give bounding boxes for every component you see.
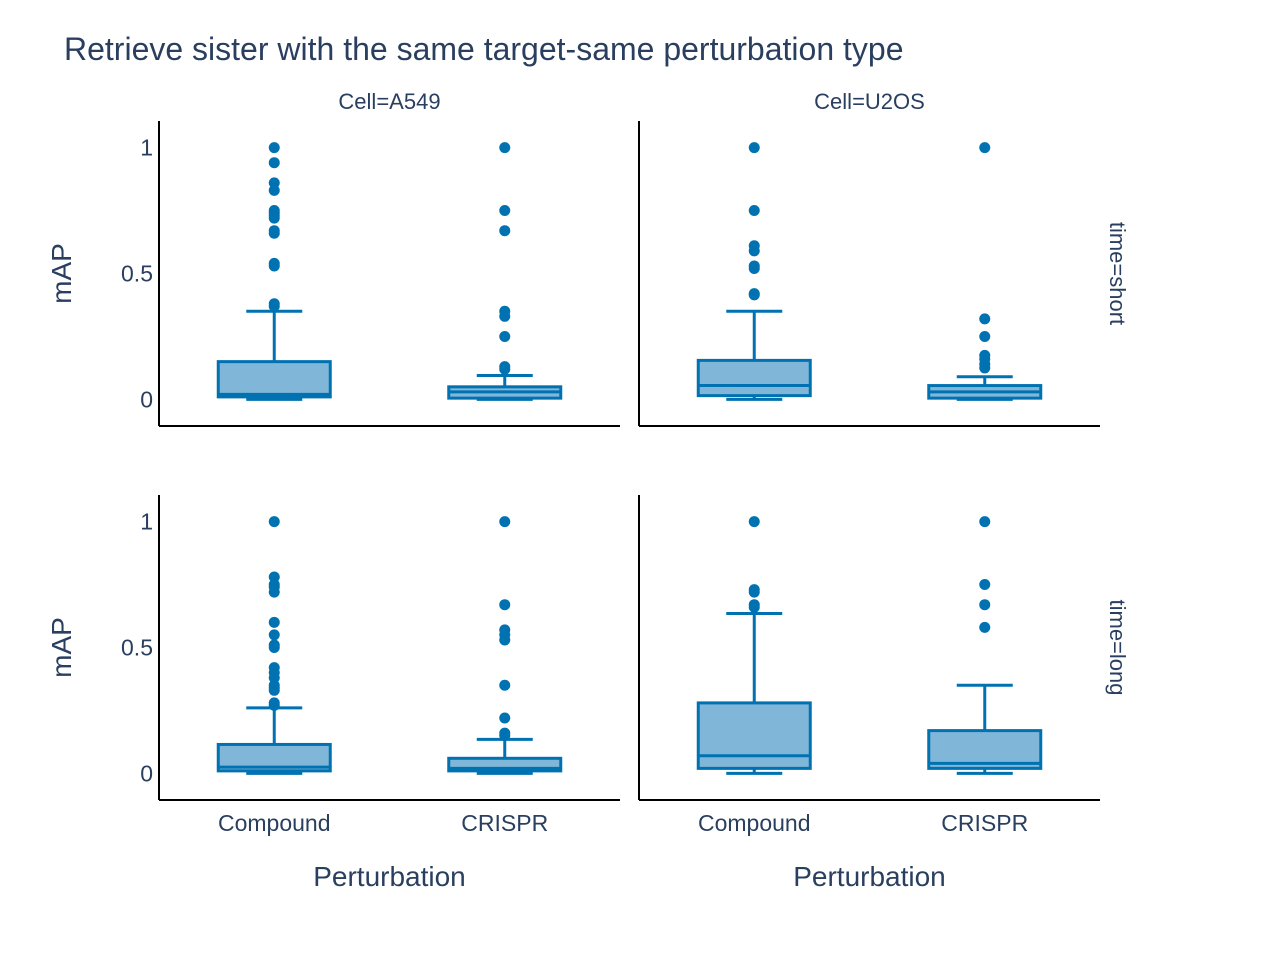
panel-u2os-long: Compound CRISPR bbox=[638, 495, 1100, 836]
x-tick-label: CRISPR bbox=[461, 810, 548, 836]
iqr-box bbox=[696, 358, 812, 398]
outlier-point bbox=[499, 142, 511, 154]
panel-a549-long: 0 0.5 1 Compound CRISPR bbox=[121, 495, 620, 836]
x-tick-label: Compound bbox=[218, 810, 331, 836]
outlier-point bbox=[268, 184, 280, 196]
outlier-point bbox=[268, 177, 280, 189]
outlier-point bbox=[268, 227, 280, 239]
x-axis-title-right: Perturbation bbox=[793, 861, 946, 892]
outlier-point bbox=[748, 601, 760, 613]
outlier-point bbox=[268, 699, 280, 711]
x-tick-label: Compound bbox=[698, 810, 811, 836]
outlier-point bbox=[979, 579, 991, 591]
outlier-point bbox=[268, 571, 280, 583]
outlier-point bbox=[979, 313, 991, 325]
outlier-point bbox=[268, 157, 280, 169]
outlier-point bbox=[499, 730, 511, 742]
x-axis-title-left: Perturbation bbox=[313, 861, 466, 892]
y-axis-title-bottom: mAP bbox=[46, 617, 77, 678]
row-facet-label-short: time=short bbox=[1105, 222, 1130, 325]
box-crispr bbox=[447, 516, 563, 775]
outlier-point bbox=[268, 672, 280, 684]
y-tick-label: 0.5 bbox=[121, 261, 153, 287]
outlier-point bbox=[979, 142, 991, 154]
outlier-point bbox=[748, 142, 760, 154]
outlier-point bbox=[499, 363, 511, 375]
outlier-point bbox=[499, 516, 511, 528]
outlier-point bbox=[979, 621, 991, 633]
outlier-point bbox=[268, 212, 280, 224]
y-tick-label: 0.5 bbox=[121, 635, 153, 661]
outlier-point bbox=[979, 516, 991, 528]
outlier-point bbox=[268, 629, 280, 641]
y-tick-label: 1 bbox=[140, 135, 153, 161]
outlier-point bbox=[499, 679, 511, 691]
y-tick-label: 0 bbox=[140, 760, 153, 786]
outlier-point bbox=[748, 586, 760, 598]
outlier-point bbox=[268, 516, 280, 528]
outlier-point bbox=[499, 634, 511, 646]
outlier-point bbox=[268, 586, 280, 598]
outlier-point bbox=[499, 225, 511, 237]
outlier-point bbox=[499, 599, 511, 611]
chart-title: Retrieve sister with the same target-sam… bbox=[64, 31, 903, 67]
x-tick-label: CRISPR bbox=[941, 810, 1028, 836]
row-facet-label-long: time=long bbox=[1105, 599, 1130, 695]
box-compound bbox=[696, 142, 812, 401]
box-compound bbox=[216, 516, 332, 775]
outlier-point bbox=[499, 310, 511, 322]
outlier-point bbox=[748, 289, 760, 301]
outlier-point bbox=[268, 684, 280, 696]
y-tick-label: 0 bbox=[140, 386, 153, 412]
column-facet-label-a549: Cell=A549 bbox=[338, 89, 440, 114]
box-crispr bbox=[927, 142, 1043, 401]
outlier-point bbox=[748, 262, 760, 274]
box-crispr bbox=[447, 142, 563, 401]
outlier-point bbox=[268, 260, 280, 272]
iqr-box bbox=[696, 701, 812, 770]
panel-u2os-short bbox=[638, 121, 1100, 427]
iqr-box bbox=[216, 360, 332, 399]
outlier-point bbox=[268, 142, 280, 154]
outlier-point bbox=[268, 300, 280, 312]
outlier-point bbox=[979, 599, 991, 611]
outlier-point bbox=[748, 205, 760, 217]
panel-a549-short: 00.51 bbox=[121, 121, 620, 427]
outlier-point bbox=[979, 330, 991, 342]
box-compound bbox=[696, 516, 812, 775]
outlier-point bbox=[979, 362, 991, 374]
outlier-point bbox=[499, 712, 511, 724]
y-tick-label: 1 bbox=[140, 509, 153, 535]
outlier-point bbox=[748, 516, 760, 528]
outlier-point bbox=[268, 616, 280, 628]
outlier-point bbox=[748, 245, 760, 257]
outlier-point bbox=[268, 642, 280, 653]
column-facet-label-u2os: Cell=U2OS bbox=[814, 89, 925, 114]
y-axis-title-top: mAP bbox=[46, 243, 77, 304]
box-crispr bbox=[927, 516, 1043, 775]
box-compound bbox=[216, 142, 332, 401]
outlier-point bbox=[499, 330, 511, 342]
outlier-point bbox=[499, 205, 511, 217]
